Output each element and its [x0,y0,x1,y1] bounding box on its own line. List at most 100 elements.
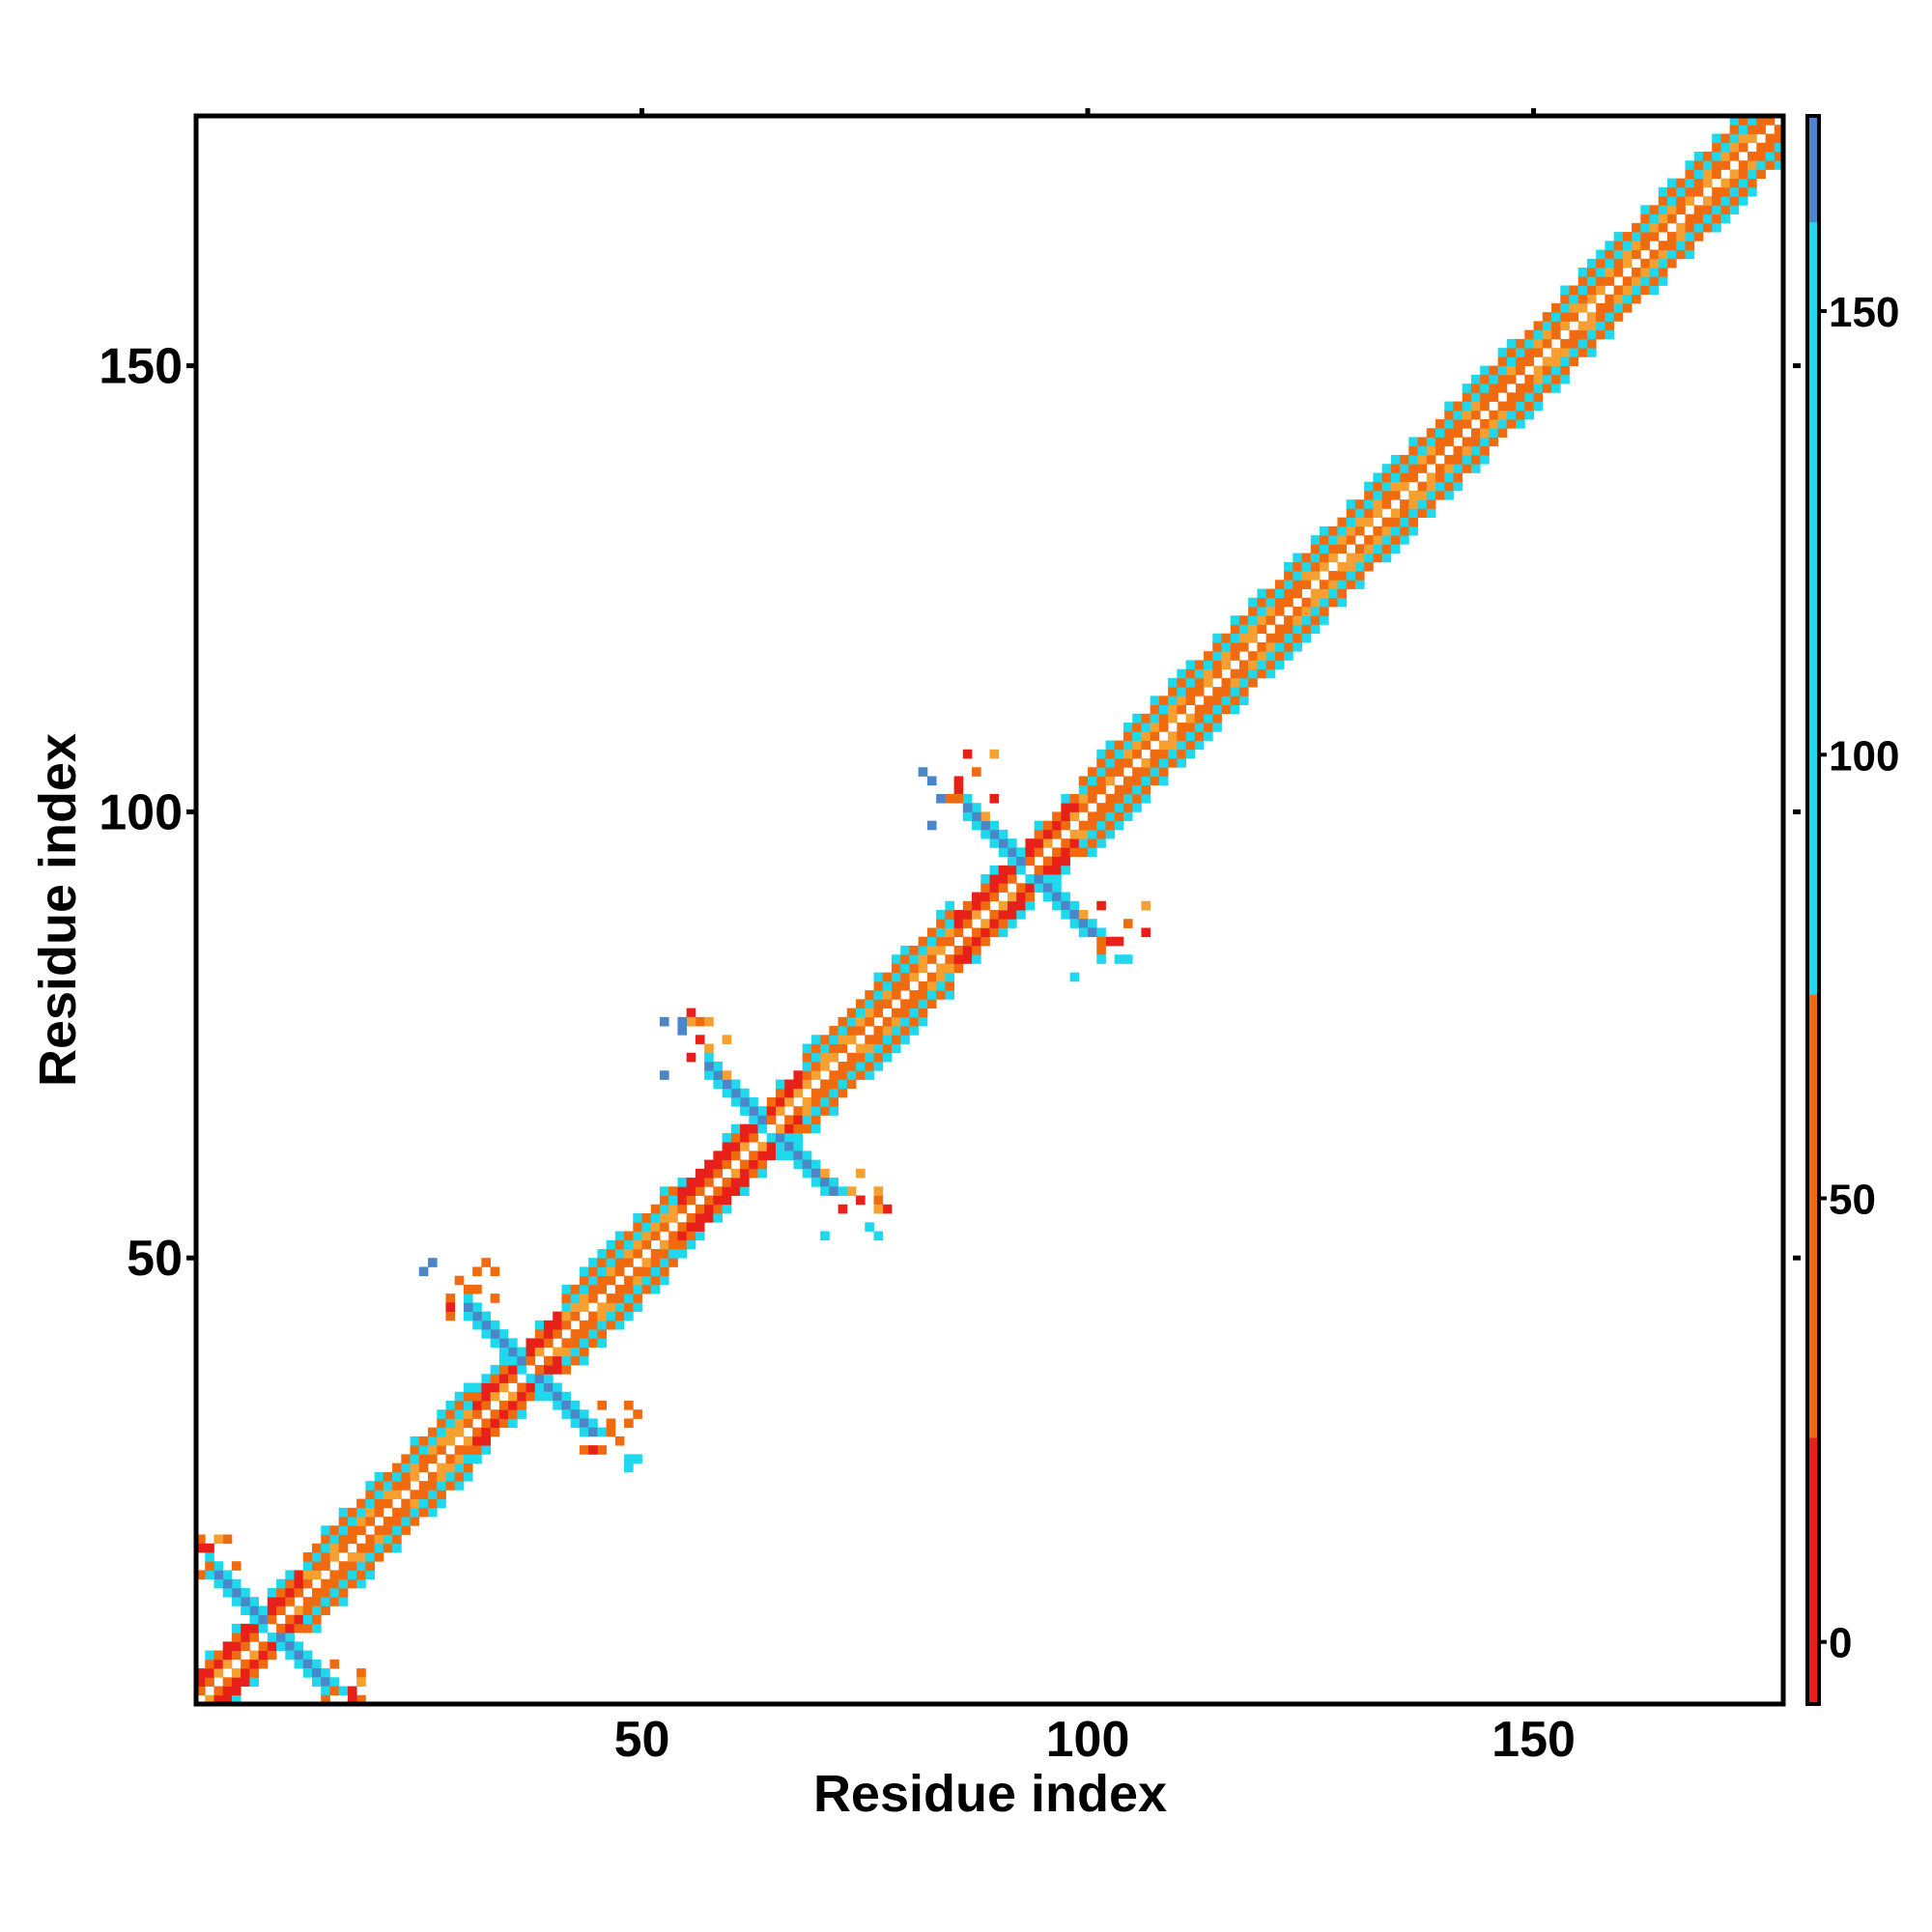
heatmap-cell [1551,321,1561,331]
heatmap-cell [882,990,893,1000]
heatmap-cell [231,1677,242,1687]
heatmap-cell [311,1570,322,1580]
heatmap-cell [793,1142,804,1151]
heatmap-cell [481,1435,491,1446]
heatmap-cell [1712,186,1721,197]
heatmap-cell [463,1418,473,1429]
heatmap-cell [820,1186,830,1196]
heatmap-cell [1632,285,1641,296]
heatmap-cell [1274,588,1285,599]
heatmap-cell [498,1374,509,1383]
heatmap-cell [1088,776,1097,786]
heatmap-cell [294,1659,304,1669]
heatmap-cell [1114,803,1124,812]
heatmap-cell [1194,704,1205,715]
heatmap-cell [810,1043,821,1054]
heatmap-cell [597,1311,607,1321]
heatmap-cell [606,1266,616,1277]
heatmap-cell [775,1151,785,1161]
heatmap-cell [1605,294,1615,304]
heatmap-cell [1221,696,1232,705]
heatmap-cell [1284,641,1293,652]
heatmap-cell [1025,900,1036,911]
heatmap-cell [374,1498,384,1509]
heatmap-cell [810,1115,821,1125]
heatmap-cell [909,1008,920,1018]
heatmap-cell [579,1302,589,1313]
heatmap-cell [775,1123,785,1134]
heatmap-cell [1524,338,1534,349]
heatmap-cell [1301,580,1312,589]
heatmap-cell [802,1079,812,1090]
heatmap-cell [1605,302,1615,313]
heatmap-cell [311,1668,322,1678]
heatmap-cell [383,1534,393,1545]
heatmap-cell [445,1311,456,1321]
heatmap-cell [1016,900,1026,911]
heatmap-cell [722,1204,732,1214]
heatmap-cell [1480,365,1490,376]
heatmap-cell [561,1409,572,1419]
heatmap-cell [757,1168,768,1179]
heatmap-cell [918,999,928,1009]
heatmap-cell [213,1578,224,1589]
heatmap-cell [401,1471,411,1482]
heatmap-cell [445,1435,456,1446]
heatmap-cell [1274,633,1285,643]
heatmap-cell [517,1355,526,1366]
heatmap-cell [650,1213,661,1223]
heatmap-cell [1613,249,1624,260]
heatmap-cell [882,1204,893,1214]
heatmap-cell [1720,186,1731,197]
heatmap-cell [633,1302,642,1313]
heatmap-cell [1230,668,1240,679]
heatmap-cell [481,1445,491,1455]
heatmap-cell [1667,232,1677,242]
heatmap-cell [1150,767,1160,777]
heatmap-cell [1141,723,1151,732]
heatmap-cell [205,1677,214,1687]
heatmap-cell [1381,544,1392,554]
heatmap-cell [1238,660,1249,670]
heatmap-cell [650,1275,661,1286]
heatmap-cell [624,1293,634,1303]
heatmap-cell [909,954,920,964]
heatmap-cell [1462,419,1472,429]
heatmap-cell [1141,900,1151,911]
heatmap-cell [1613,302,1624,313]
y-tick-label: 50 [127,1231,183,1287]
heatmap-cell [1158,723,1169,732]
heatmap-cell [338,1534,349,1545]
heatmap-cell [1238,696,1249,705]
heatmap-cell [1640,276,1650,286]
heatmap-cell [1105,803,1116,812]
heatmap-cell [561,1355,572,1366]
heatmap-cell [1069,910,1080,920]
heatmap-cell [1774,142,1784,153]
heatmap-cell [1185,723,1196,732]
heatmap-cell [1150,757,1160,768]
heatmap-cell [1230,687,1240,696]
heatmap-cell [1007,847,1017,857]
heatmap-cell [713,1070,723,1080]
heatmap-cell [1390,517,1401,527]
heatmap-cell [1177,731,1186,741]
heatmap-cell [249,1677,260,1687]
heatmap-cell [597,1258,607,1267]
heatmap-cell [1204,651,1213,661]
heatmap-cell [347,1578,357,1589]
heatmap-cell [321,1605,330,1616]
heatmap-cell [1310,544,1321,554]
heatmap-cell [1569,285,1579,296]
heatmap-cell [1560,302,1570,313]
heatmap-cell [1310,571,1321,581]
heatmap-cell [989,919,1000,928]
heatmap-cell [1577,276,1588,286]
heatmap-cell [909,972,920,982]
heatmap-cell [882,1016,893,1027]
heatmap-cell [1238,624,1249,635]
heatmap-cell [285,1614,295,1625]
heatmap-cell [311,1605,322,1616]
heatmap-cell [650,1222,661,1232]
heatmap-cell [427,1481,438,1491]
